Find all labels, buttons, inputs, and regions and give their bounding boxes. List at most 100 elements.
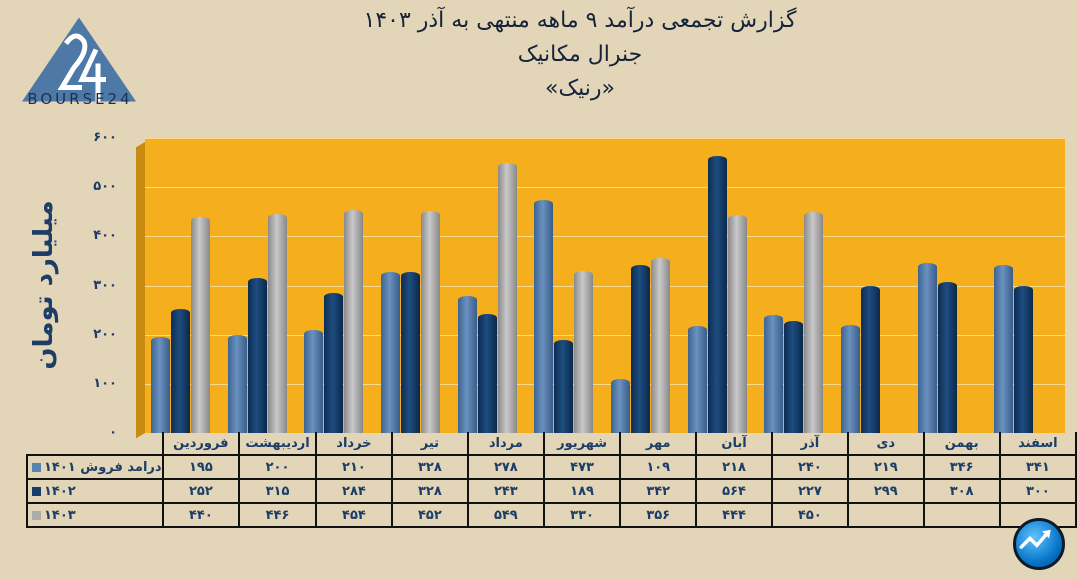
y-tick-label: ۶۰۰ bbox=[93, 130, 117, 145]
bar bbox=[534, 200, 554, 433]
table-row: درامد فروش ۱۴۰۱ ۱۹۵ ۲۰۰ ۲۱۰ ۳۲۸ ۲۷۸ ۴۷۳ ۱۰۹ ۲۱۸ ۲… bbox=[26, 454, 1077, 480]
y-tick-label: ۴۰۰ bbox=[93, 228, 117, 244]
table-cell: ۴۵۴ bbox=[314, 502, 393, 528]
category-label: خرداد bbox=[314, 432, 393, 456]
category-label: اردیبهشت bbox=[238, 432, 317, 456]
table-cell: ۴۵۲ bbox=[390, 502, 469, 528]
table-cell: ۱۹۵ bbox=[161, 454, 241, 480]
table-cell: ۴۴۴ bbox=[695, 502, 773, 528]
category-label: بهمن bbox=[922, 432, 1001, 456]
title-line-3: «رنیک» bbox=[545, 76, 615, 101]
table-cell: ۵۶۴ bbox=[695, 478, 773, 504]
table-cell: ۳۰۰ bbox=[998, 478, 1077, 504]
data-table: فروردین اردیبهشت خرداد تیر مرداد شهریور مهر آبا… bbox=[26, 432, 1077, 528]
table-cell: ۲۹۹ bbox=[846, 478, 925, 504]
plot-side-wall bbox=[136, 142, 145, 439]
y-tick-label: ۱۰۰ bbox=[93, 375, 117, 391]
table-cell: ۲۴۳ bbox=[466, 478, 545, 504]
gridline bbox=[145, 236, 1065, 238]
table-cell bbox=[846, 502, 925, 528]
table-cell: ۲۱۹ bbox=[846, 454, 925, 480]
table-cell: ۳۴۲ bbox=[619, 478, 698, 504]
table-cell: ۲۱۸ bbox=[695, 454, 773, 480]
legend-entry: ۱۴۰۳ bbox=[26, 502, 164, 528]
category-header-row: فروردین اردیبهشت خرداد تیر مرداد شهریور مهر آبا… bbox=[27, 432, 1077, 456]
plot-area bbox=[145, 138, 1065, 433]
category-label: آبان bbox=[695, 432, 773, 456]
bar bbox=[151, 337, 170, 433]
bar bbox=[631, 264, 650, 433]
bar bbox=[784, 321, 804, 433]
gridline bbox=[145, 187, 1065, 189]
bar bbox=[994, 265, 1014, 433]
table-corner bbox=[27, 432, 164, 455]
bar bbox=[1014, 285, 1034, 433]
bar bbox=[841, 325, 860, 433]
bar bbox=[764, 315, 784, 433]
gridline bbox=[145, 285, 1065, 287]
category-label: مهر bbox=[619, 432, 698, 456]
title-line-1: گزارش تجمعی درآمد ۹ ماهه منتهی به آذر ۱۴… bbox=[363, 8, 797, 33]
category-label: شهریور bbox=[542, 432, 622, 456]
bar bbox=[304, 329, 324, 433]
bar bbox=[477, 313, 497, 433]
trend-up-icon bbox=[1013, 518, 1065, 570]
table-cell: ۳۴۱ bbox=[998, 454, 1077, 480]
bar bbox=[227, 334, 247, 433]
bar bbox=[861, 286, 880, 433]
y-tick-label: ۵۰۰ bbox=[93, 179, 117, 195]
table-cell: ۲۱۰ bbox=[314, 454, 393, 480]
bar bbox=[804, 211, 824, 433]
table-cell: ۴۷۳ bbox=[542, 454, 622, 480]
table-cell: ۱۰۹ bbox=[619, 454, 698, 480]
bar bbox=[247, 278, 267, 433]
chart-title: گزارش تجمعی درآمد ۹ ماهه منتهی به آذر ۱۴… bbox=[280, 4, 880, 106]
y-tick-label: ۲۰۰ bbox=[93, 326, 117, 342]
legend-entry: درامد فروش ۱۴۰۱ bbox=[26, 454, 164, 480]
table-cell: ۲۰۰ bbox=[238, 454, 317, 480]
legend-entry: ۱۴۰۲ bbox=[26, 478, 164, 504]
table-cell: ۲۵۲ bbox=[161, 478, 241, 504]
table-row: ۱۴۰۳ ۴۴۰ ۴۴۶ ۴۵۴ ۴۵۲ ۵۴۹ ۳۳۰ ۳۵۶ ۴۴۴ ۴۵۰ bbox=[26, 502, 1077, 528]
table-cell: ۴۴۰ bbox=[161, 502, 241, 528]
table-cell: ۳۲۸ bbox=[390, 478, 469, 504]
title-line-2: جنرال مکانیک bbox=[517, 42, 643, 67]
bar bbox=[497, 163, 517, 433]
bar bbox=[651, 257, 670, 433]
bar bbox=[191, 216, 210, 433]
category-label: مرداد bbox=[466, 432, 545, 456]
triangle-24-icon bbox=[22, 17, 136, 102]
category-label: تیر bbox=[390, 432, 469, 456]
table-row: ۱۴۰۲ ۲۵۲ ۳۱۵ ۲۸۴ ۳۲۸ ۲۴۳ ۱۸۹ ۳۴۲ ۵۶۴ ۲۲۷ ۲۹۹ ۳۰۸ ۳۰۰ bbox=[26, 478, 1077, 504]
table-cell bbox=[922, 502, 1001, 528]
table-cell: ۲۷۸ bbox=[466, 454, 545, 480]
bar bbox=[574, 270, 594, 433]
bar bbox=[457, 296, 477, 433]
gridline bbox=[145, 334, 1065, 336]
category-label: دی bbox=[846, 432, 925, 456]
bar bbox=[381, 271, 400, 433]
table-cell: ۳۴۶ bbox=[922, 454, 1001, 480]
bar bbox=[687, 325, 707, 433]
bar bbox=[611, 379, 630, 433]
table-cell: ۱۸۹ bbox=[542, 478, 622, 504]
legend-label: ۱۴۰۲ bbox=[44, 483, 76, 499]
bar bbox=[421, 210, 440, 433]
bar bbox=[707, 155, 727, 433]
bar bbox=[267, 213, 287, 433]
bar bbox=[171, 309, 190, 433]
table-cell: ۲۸۴ bbox=[314, 478, 393, 504]
legend-swatch-icon bbox=[32, 486, 41, 496]
legend-label: درامد فروش ۱۴۰۱ bbox=[44, 459, 162, 475]
bar bbox=[344, 209, 364, 433]
bar bbox=[727, 214, 747, 433]
table-cell: ۵۴۹ bbox=[466, 502, 545, 528]
logo-wordmark: BOURSE24 bbox=[27, 90, 133, 108]
table-cell: ۳۳۰ bbox=[542, 502, 622, 528]
bar bbox=[324, 293, 344, 433]
legend-swatch-icon bbox=[32, 462, 41, 472]
legend-swatch-icon bbox=[32, 510, 41, 520]
legend-label: ۱۴۰۳ bbox=[44, 507, 76, 523]
table-cell: ۲۲۷ bbox=[771, 478, 849, 504]
gridline bbox=[145, 138, 1065, 139]
